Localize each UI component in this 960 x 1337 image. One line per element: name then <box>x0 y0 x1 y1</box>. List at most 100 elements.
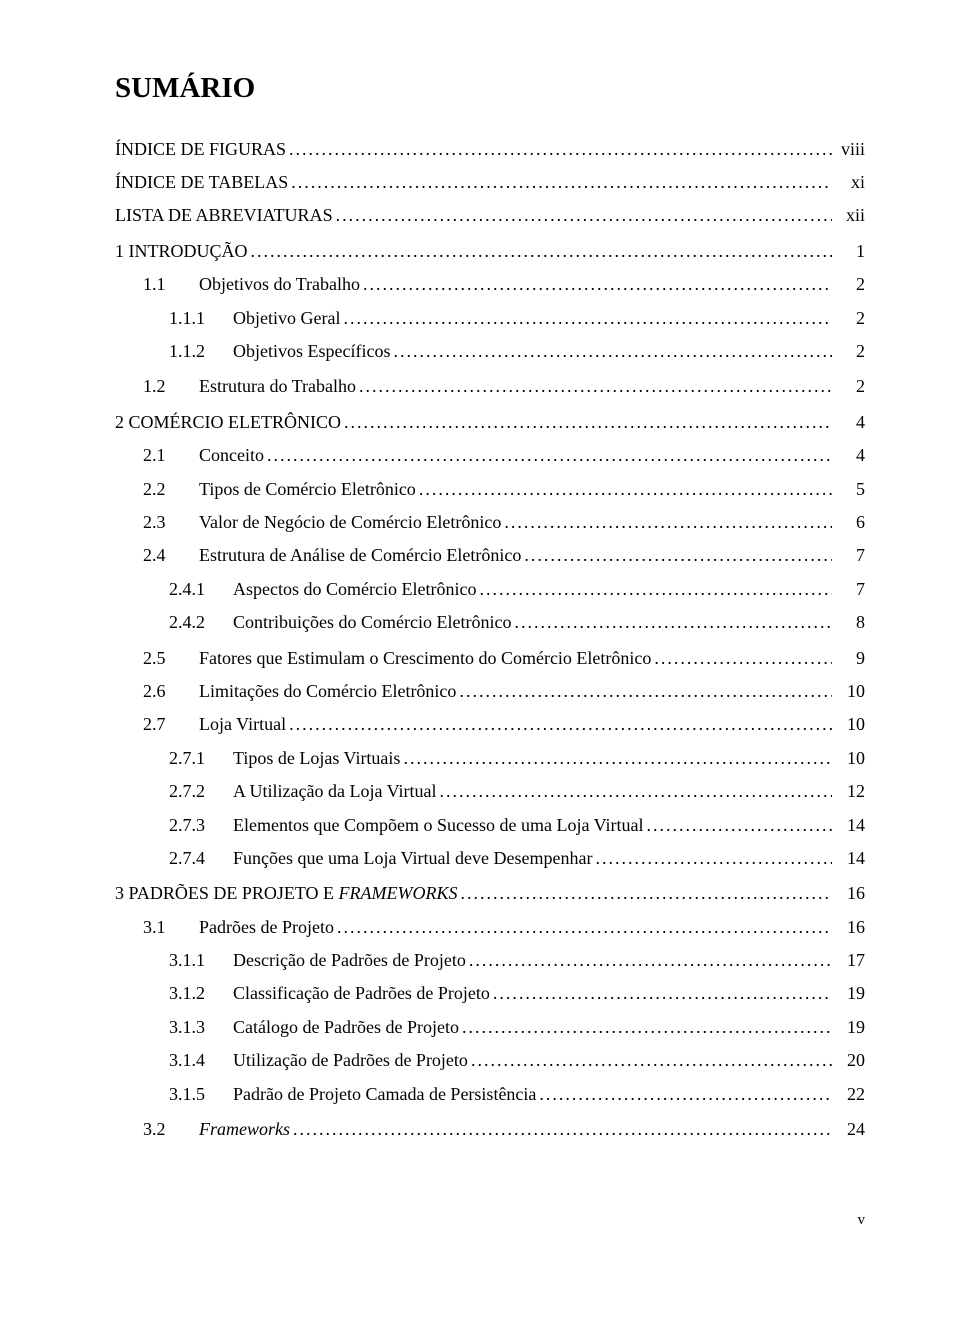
toc-entry-label: Funções que uma Loja Virtual deve Desemp… <box>233 847 592 870</box>
toc-entry-label: Conceito <box>199 444 264 467</box>
toc-entry-label: Frameworks <box>199 1118 290 1141</box>
toc-entry-page: 20 <box>835 1049 865 1072</box>
toc-entry-label: Loja Virtual <box>199 713 286 736</box>
toc-entry: 2.7.3Elementos que Compõem o Sucesso de … <box>169 814 865 837</box>
toc-entry-number: 2.1 <box>143 444 199 467</box>
toc-entry: 2.7.2A Utilização da Loja Virtual12 <box>169 780 865 803</box>
toc-entry-page: 2 <box>835 307 865 330</box>
toc-entry-page: 10 <box>835 713 865 736</box>
toc-entry-label: Descrição de Padrões de Projeto <box>233 949 466 972</box>
toc-entry: 3.1.2Classificação de Padrões de Projeto… <box>169 982 865 1005</box>
toc-entry-page: xii <box>835 204 865 227</box>
toc-entry-label: Padrão de Projeto Camada de Persistência <box>233 1083 536 1106</box>
toc-entry-label-part: FRAMEWORKS <box>339 883 458 903</box>
toc-entry-page: 5 <box>835 478 865 501</box>
toc-leader-dots <box>462 1016 832 1039</box>
toc-entry-label: Limitações do Comércio Eletrônico <box>199 680 456 703</box>
toc-entry-number: 2.4.1 <box>169 578 233 601</box>
toc-entry-page: 7 <box>835 544 865 567</box>
toc-entry-number: 2.6 <box>143 680 199 703</box>
toc-leader-dots <box>461 882 832 905</box>
toc-entry-page: 19 <box>835 1016 865 1039</box>
toc-entry-label: A Utilização da Loja Virtual <box>233 780 437 803</box>
toc-entry-number: 3.1.1 <box>169 949 233 972</box>
toc-entry-number: 3.1.5 <box>169 1083 233 1106</box>
toc-entry: ÍNDICE DE FIGURAS viii <box>115 138 865 161</box>
toc-leader-dots <box>493 982 832 1005</box>
table-of-contents: ÍNDICE DE FIGURASviiiÍNDICE DE TABELASxi… <box>115 138 865 1142</box>
toc-entry-label: Tipos de Comércio Eletrônico <box>199 478 416 501</box>
toc-entry-number: 2.4 <box>143 544 199 567</box>
toc-entry-number: 2.7.2 <box>169 780 233 803</box>
toc-entry-number: 2.7.1 <box>169 747 233 770</box>
toc-entry-page: 1 <box>835 240 865 263</box>
toc-leader-dots <box>293 1118 832 1141</box>
toc-leader-dots <box>393 340 832 363</box>
toc-leader-dots <box>403 747 832 770</box>
toc-entry: 3.2Frameworks24 <box>143 1118 865 1141</box>
toc-entry-page: 14 <box>835 814 865 837</box>
toc-entry-page: 2 <box>835 273 865 296</box>
toc-entry: 1.2Estrutura do Trabalho2 <box>143 375 865 398</box>
toc-entry: 2.3Valor de Negócio de Comércio Eletrôni… <box>143 511 865 534</box>
toc-leader-dots <box>647 814 832 837</box>
page-number-footer: v <box>115 1211 865 1231</box>
toc-entry: 1 INTRODUÇÃO 1 <box>115 240 865 263</box>
toc-entry-number: 2.7 <box>143 713 199 736</box>
toc-leader-dots <box>337 916 832 939</box>
toc-leader-dots <box>514 611 832 634</box>
toc-entry: 2.2Tipos de Comércio Eletrônico5 <box>143 478 865 501</box>
toc-entry: 2.4.1Aspectos do Comércio Eletrônico7 <box>169 578 865 601</box>
toc-entry-number: 1.2 <box>143 375 199 398</box>
toc-entry-label: 1 INTRODUÇÃO <box>115 240 248 263</box>
toc-entry-page: 7 <box>835 578 865 601</box>
toc-entry: LISTA DE ABREVIATURAS xii <box>115 204 865 227</box>
toc-entry: 2.5Fatores que Estimulam o Crescimento d… <box>143 647 865 670</box>
toc-entry-page: 10 <box>835 747 865 770</box>
toc-entry: 2.7Loja Virtual 10 <box>143 713 865 736</box>
toc-entry-page: 17 <box>835 949 865 972</box>
toc-entry-label: Valor de Negócio de Comércio Eletrônico <box>199 511 501 534</box>
toc-entry: 2.4Estrutura de Análise de Comércio Elet… <box>143 544 865 567</box>
toc-entry-number: 1.1.2 <box>169 340 233 363</box>
toc-leader-dots <box>469 949 832 972</box>
toc-leader-dots <box>289 713 832 736</box>
toc-leader-dots <box>471 1049 832 1072</box>
toc-entry-page: 9 <box>835 647 865 670</box>
toc-entry-label-part: 3 PADRÕES DE PROJETO E <box>115 883 339 903</box>
toc-entry-number: 2.3 <box>143 511 199 534</box>
toc-leader-dots <box>504 511 832 534</box>
toc-entry-number: 3.2 <box>143 1118 199 1141</box>
toc-entry-label: Objetivos Específicos <box>233 340 390 363</box>
toc-entry-label: LISTA DE ABREVIATURAS <box>115 204 333 227</box>
toc-entry: 3.1.3Catálogo de Padrões de Projeto19 <box>169 1016 865 1039</box>
toc-leader-dots <box>654 647 832 670</box>
toc-entry-label: Utilização de Padrões de Projeto <box>233 1049 468 1072</box>
toc-entry-number: 3.1.4 <box>169 1049 233 1072</box>
toc-entry-label: ÍNDICE DE FIGURAS <box>115 138 286 161</box>
toc-entry: 2.1Conceito 4 <box>143 444 865 467</box>
toc-entry: 1.1Objetivos do Trabalho2 <box>143 273 865 296</box>
toc-leader-dots <box>359 375 832 398</box>
toc-leader-dots <box>524 544 832 567</box>
toc-entry: 3.1Padrões de Projeto 16 <box>143 916 865 939</box>
toc-entry-page: xi <box>835 171 865 194</box>
toc-entry-label: Padrões de Projeto <box>199 916 334 939</box>
toc-entry-number: 3.1 <box>143 916 199 939</box>
toc-leader-dots <box>291 171 832 194</box>
toc-entry: 3.1.5Padrão de Projeto Camada de Persist… <box>169 1083 865 1106</box>
toc-entry-page: 4 <box>835 411 865 434</box>
toc-leader-dots <box>459 680 832 703</box>
toc-entry-number: 2.4.2 <box>169 611 233 634</box>
toc-entry-label: Objetivo Geral <box>233 307 340 330</box>
toc-entry-page: viii <box>835 138 865 161</box>
toc-entry-number: 2.5 <box>143 647 199 670</box>
toc-entry-label: Catálogo de Padrões de Projeto <box>233 1016 459 1039</box>
toc-leader-dots <box>595 847 832 870</box>
toc-entry-page: 4 <box>835 444 865 467</box>
toc-entry-page: 16 <box>835 916 865 939</box>
toc-entry-page: 2 <box>835 375 865 398</box>
toc-entry: 1.1.1Objetivo Geral2 <box>169 307 865 330</box>
toc-leader-dots <box>419 478 832 501</box>
toc-entry-number: 3.1.2 <box>169 982 233 1005</box>
